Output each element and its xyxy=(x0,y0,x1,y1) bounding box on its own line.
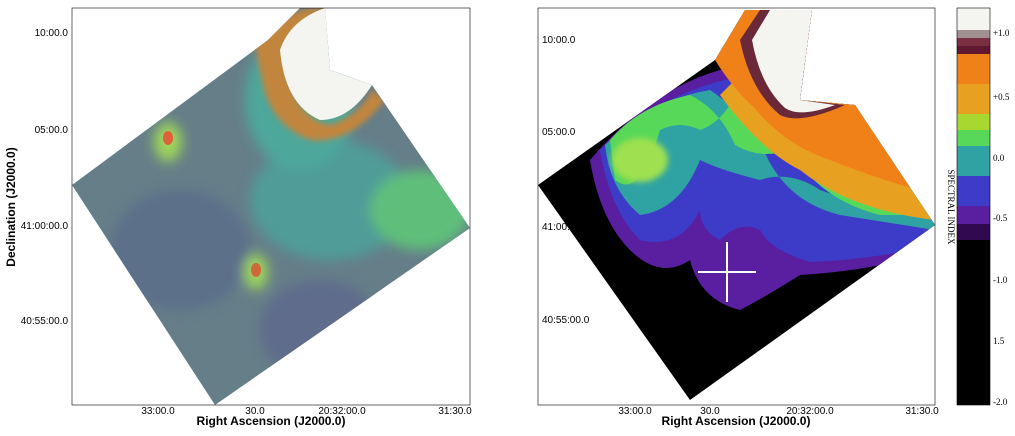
y-tick-label: 10:00.0 xyxy=(542,35,576,46)
colorbar-tick-label: 0.0 xyxy=(993,153,1005,163)
y-tick-label: 40:55:00.0 xyxy=(542,315,590,326)
x-tick-label: 30.0 xyxy=(245,406,265,417)
x-tick-label: 33:00.0 xyxy=(618,406,652,417)
x-tick-label: 30.0 xyxy=(700,406,720,417)
y-tick-label: 10:00.0 xyxy=(35,28,69,39)
x-tick-label: 31:30.0 xyxy=(438,406,472,417)
x-tick-label: 20:32:00.0 xyxy=(786,406,834,417)
y-tick-label: 05:00.0 xyxy=(542,127,576,138)
y-tick-label: 40:55:00.0 xyxy=(21,316,69,327)
colorbar-tick-label: 1.5 xyxy=(993,336,1005,346)
right-map xyxy=(538,10,935,400)
x-axis-label: Right Ascension (J2000.0) xyxy=(662,414,811,428)
colorbar-tick-label: +0.5 xyxy=(993,92,1010,102)
y-tick-label: 41:00:00.0 xyxy=(21,221,69,232)
x-tick-label: 31:30.0 xyxy=(905,406,939,417)
colorbar xyxy=(956,7,991,406)
x-tick-label: 33:00.0 xyxy=(141,406,175,417)
colorbar-tick-label: -0.5 xyxy=(993,213,1008,223)
marker-cross xyxy=(698,242,756,302)
colorbar-tick-label: +1.0 xyxy=(993,28,1010,38)
left-frame xyxy=(71,7,471,406)
y-tick-label: 41:00:00.0 xyxy=(542,222,590,233)
colorbar-label: SPECTRAL INDEX xyxy=(946,170,956,245)
left-map xyxy=(72,8,470,405)
colorbar-tick-label: -1.0 xyxy=(993,275,1008,285)
y-tick-label: 05:00.0 xyxy=(35,125,69,136)
colorbar-tick-label: -2.0 xyxy=(993,397,1008,407)
y-axis-label: Declination (J2000.0) xyxy=(4,147,18,266)
x-axis-label: Right Ascension (J2000.0) xyxy=(197,414,346,428)
x-tick-label: 20:32:00.0 xyxy=(318,406,366,417)
right-frame xyxy=(537,7,936,406)
